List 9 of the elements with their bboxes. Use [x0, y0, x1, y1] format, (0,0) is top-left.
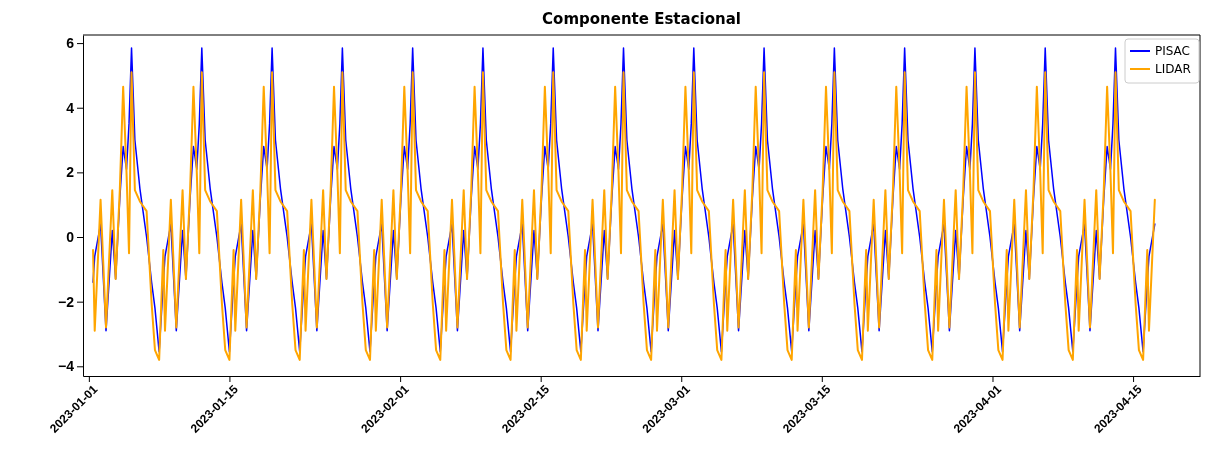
- y-tick-label: 0: [66, 228, 75, 245]
- y-tick-label: 4: [66, 99, 75, 116]
- y-tick-label: −4: [58, 358, 75, 375]
- y-tick-label: 6: [66, 35, 75, 52]
- y-tick-label: −2: [58, 293, 75, 310]
- y-tick-label: 2: [66, 164, 75, 181]
- chart-title: Componente Estacional: [542, 10, 741, 28]
- legend-label: PISAC: [1155, 44, 1190, 58]
- legend-label: LIDAR: [1155, 62, 1191, 76]
